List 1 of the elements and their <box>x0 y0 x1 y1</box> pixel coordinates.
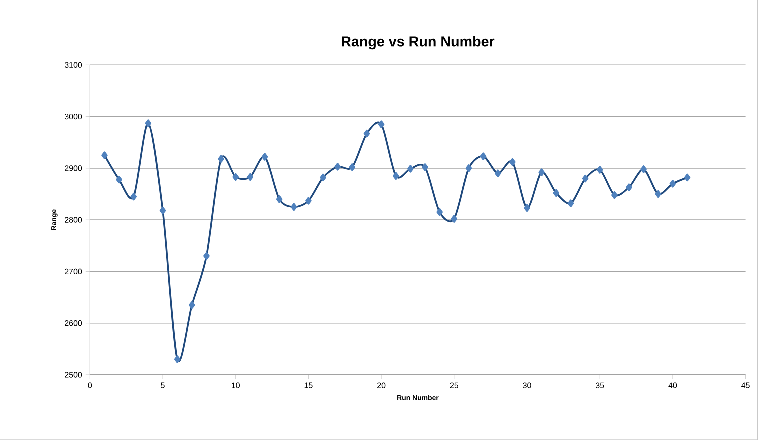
chart-title: Range vs Run Number <box>342 36 495 50</box>
